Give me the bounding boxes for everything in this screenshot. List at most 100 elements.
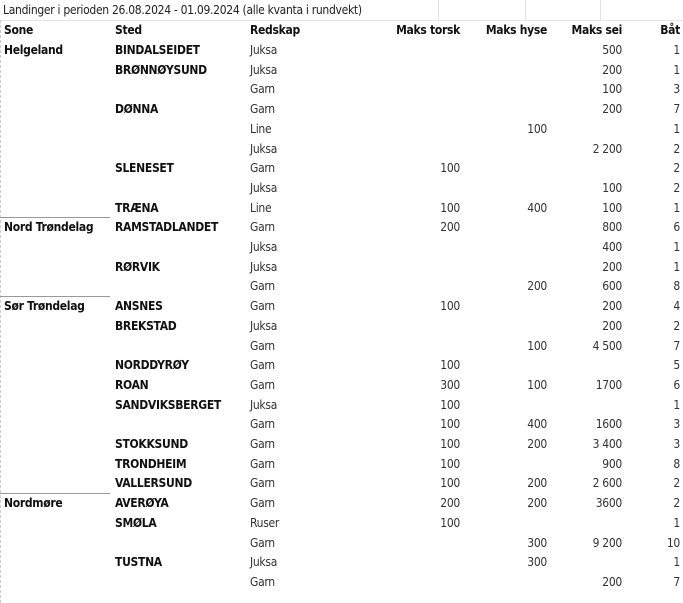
cell-maks-sei: 400	[602, 240, 622, 254]
cell-sted: ROAN	[115, 377, 149, 392]
cell-sted: STOKKSUND	[115, 437, 188, 451]
cell-sted: NORDDYRØY	[115, 358, 189, 373]
cell-maks-sei: 200	[602, 574, 622, 589]
cell-maks-hyse: 100	[527, 377, 547, 392]
table-row: Garn 200 600 8	[0, 276, 683, 296]
cell-bat: 7	[673, 102, 680, 117]
cell-maks-sei: 200	[602, 318, 622, 333]
cell-bat: 7	[673, 338, 680, 353]
table-row: TRONDHEIM Garn 100 900 8	[0, 454, 683, 474]
cell-bat: 1	[673, 397, 680, 412]
table-row: SMØLA Ruser 100 1	[0, 513, 683, 533]
cell-sted: TUSTNA	[115, 555, 162, 570]
cell-maks-torsk: 100	[440, 476, 460, 491]
cell-maks-torsk: 100	[440, 397, 460, 412]
cell-maks-sei: 500	[602, 43, 622, 57]
cell-bat: 6	[673, 220, 680, 235]
cell-sted: RØRVIK	[115, 259, 160, 274]
cell-zone: Sør Trøndelag	[4, 299, 85, 314]
cell-redskap: Garn	[250, 476, 275, 491]
cell-bat: 7	[673, 574, 680, 589]
cell-sted: BINDALSEIDET	[115, 43, 200, 57]
cell-maks-hyse: 200	[527, 437, 547, 451]
table-row: Juksa 400 1	[0, 237, 683, 257]
cell-redskap: Garn	[250, 161, 275, 176]
cell-maks-sei: 200	[602, 102, 622, 117]
table-row: Garn 300 9 200 10	[0, 533, 683, 553]
cell-bat: 1	[673, 515, 680, 530]
header-sted: Sted	[115, 23, 142, 37]
table-row: Garn 100 3	[0, 79, 683, 99]
cell-bat: 6	[673, 377, 680, 392]
cell-bat: 2	[673, 476, 680, 491]
cell-sted: VALLERSUND	[115, 476, 192, 491]
table-row: Sør Trøndelag ANSNES Garn 100 200 4	[0, 296, 683, 316]
zone-separator	[0, 217, 110, 219]
cell-bat: 1	[673, 555, 680, 570]
cell-sted: BREKSTAD	[115, 318, 177, 333]
cell-redskap: Garn	[250, 456, 275, 471]
cell-redskap: Juksa	[250, 555, 278, 570]
cell-bat: 2	[673, 141, 680, 156]
cell-sted: AVERØYA	[115, 496, 169, 511]
cell-redskap: Garn	[250, 417, 275, 432]
cell-sted: SLENESET	[115, 161, 174, 176]
cell-maks-hyse: 200	[527, 279, 547, 294]
cell-sted: SMØLA	[115, 515, 157, 530]
cell-redskap: Garn	[250, 102, 275, 117]
table-row: Garn 200 7	[0, 572, 683, 592]
table-row: Garn 100 400 1600 3	[0, 414, 683, 434]
cell-maks-sei: 1700	[595, 377, 623, 392]
cell-bat: 3	[673, 417, 680, 432]
header-maks-torsk: Maks torsk	[396, 23, 460, 37]
cell-bat: 1	[673, 121, 680, 136]
table-row: DØNNA Garn 200 7	[0, 99, 683, 119]
cell-bat: 10	[666, 535, 680, 550]
cell-divider	[600, 0, 601, 20]
cell-bat: 2	[673, 180, 680, 195]
cell-maks-torsk: 300	[440, 377, 460, 392]
left-grid-edge	[0, 20, 1, 603]
cell-bat: 8	[673, 456, 680, 471]
cell-bat: 1	[673, 62, 680, 77]
table-row: NORDDYRØY Garn 100 5	[0, 355, 683, 375]
cell-maks-torsk: 100	[440, 200, 460, 215]
cell-sted: BRØNNØYSUND	[115, 62, 207, 77]
cell-sted: TRONDHEIM	[115, 456, 187, 471]
cell-bat: 2	[673, 318, 680, 333]
cell-maks-sei: 1600	[595, 417, 623, 432]
sheet-title: Landinger i perioden 26.08.2024 - 01.09.…	[3, 3, 362, 17]
table-row: TUSTNA Juksa 300 1	[0, 552, 683, 572]
cell-redskap: Juksa	[250, 141, 278, 156]
cell-maks-sei: 100	[602, 180, 622, 195]
cell-maks-sei: 800	[602, 220, 622, 235]
cell-redskap: Juksa	[250, 259, 278, 274]
cell-maks-sei: 200	[602, 259, 622, 274]
cell-maks-sei: 600	[602, 279, 622, 294]
cell-sted: RAMSTADLANDET	[115, 220, 219, 235]
cell-maks-torsk: 100	[440, 299, 460, 314]
cell-bat: 1	[673, 200, 680, 215]
table-row: ROAN Garn 300 100 1700 6	[0, 375, 683, 395]
cell-redskap: Garn	[250, 82, 275, 97]
cell-maks-sei: 3600	[595, 496, 623, 511]
cell-redskap: Garn	[250, 437, 275, 451]
table-row: Juksa 2 200 2	[0, 139, 683, 159]
cell-bat: 2	[673, 496, 680, 511]
cell-bat: 5	[673, 358, 680, 373]
cell-sted: SANDVIKSBERGET	[115, 397, 221, 412]
cell-redskap: Juksa	[250, 397, 278, 412]
cell-redskap: Line	[250, 200, 272, 215]
cell-maks-hyse: 100	[527, 121, 547, 136]
cell-bat: 3	[673, 82, 680, 97]
cell-maks-torsk: 100	[440, 358, 460, 373]
cell-maks-sei: 2 200	[592, 141, 623, 156]
cell-zone: Nord Trøndelag	[4, 220, 94, 235]
header-maks-sei: Maks sei	[571, 23, 623, 37]
table-header: Sone Sted Redskap Maks torsk Maks hyse M…	[0, 20, 683, 40]
zone-separator	[0, 493, 110, 495]
cell-redskap: Garn	[250, 279, 275, 294]
table-row: BREKSTAD Juksa 200 2	[0, 316, 683, 336]
cell-redskap: Garn	[250, 299, 275, 314]
cell-bat: 4	[673, 299, 680, 314]
